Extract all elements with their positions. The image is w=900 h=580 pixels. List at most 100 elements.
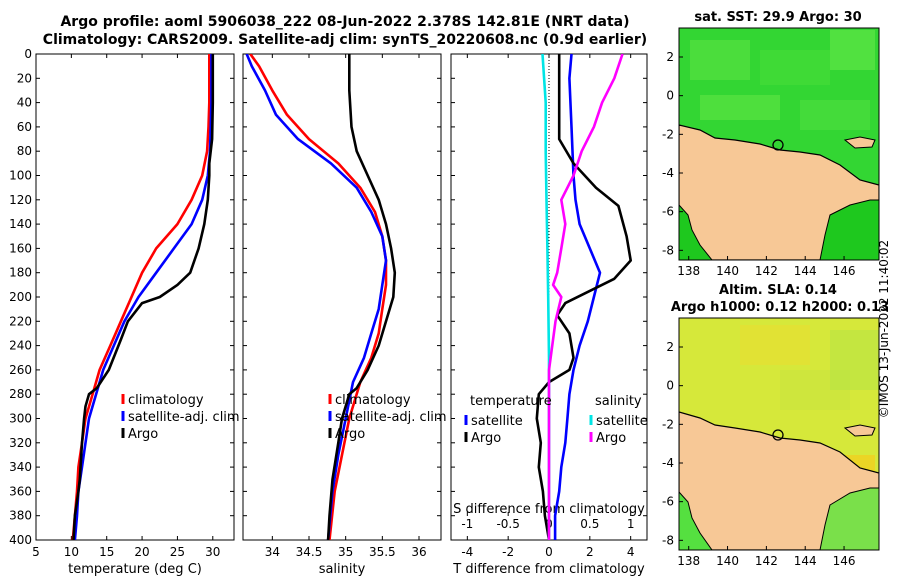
temp-xtick-label: 25 — [170, 545, 185, 559]
sal-legend-label: Argo — [335, 427, 365, 442]
sal-xtick-label: 34.5 — [296, 545, 323, 559]
sla-map — [679, 318, 879, 550]
depth-tick-label: 320 — [9, 436, 32, 450]
depth-tick-label: 40 — [17, 96, 32, 110]
map-xtick-label: 138 — [677, 554, 700, 568]
diff-legend-label: Argo — [471, 431, 501, 446]
salinity-diff-tick-label: 0.5 — [580, 517, 599, 531]
temp-xlabel: temperature (deg C) — [68, 562, 202, 577]
map-ytick-label: -4 — [662, 456, 674, 470]
map-xtick-label: 144 — [794, 264, 817, 278]
map-xtick-label: 146 — [833, 554, 856, 568]
map-xtick-label: 146 — [833, 264, 856, 278]
sal-series-line — [326, 54, 397, 540]
sal-xtick-label: 34 — [265, 545, 280, 559]
depth-tick-label: 260 — [9, 363, 32, 377]
sst-map — [679, 28, 879, 260]
depth-tick-label: 400 — [9, 533, 32, 547]
diff-xlabel: T difference from climatology — [452, 562, 645, 577]
sst-map-float-marker — [772, 139, 784, 151]
sst-map-southeast-land — [819, 199, 879, 260]
depth-tick-label: 100 — [9, 169, 32, 183]
temp-legend-label: Argo — [128, 427, 158, 442]
depth-tick-label: 300 — [9, 412, 32, 426]
sal-xtick-label: 35 — [338, 545, 353, 559]
salinity-diff-tick-label: -1 — [461, 517, 473, 531]
map-ytick-label: -2 — [662, 127, 674, 141]
map-ytick-label: -2 — [662, 417, 674, 431]
sla-map-title-1: Altim. SLA: 0.14 — [719, 283, 837, 298]
diff-series-line — [547, 54, 624, 540]
map-ytick-label: -6 — [662, 495, 674, 509]
title-line-2: Climatology: CARS2009. Satellite-adj cli… — [42, 32, 648, 48]
depth-tick-label: 120 — [9, 193, 32, 207]
sst-map-island — [843, 136, 876, 149]
depth-tick-label: 60 — [17, 120, 32, 134]
depth-tick-label: 380 — [9, 509, 32, 523]
sal-xlabel: salinity — [319, 562, 366, 577]
depth-tick-label: 160 — [9, 241, 32, 255]
temp-series-line — [72, 54, 215, 540]
diff-legend-label: Argo — [596, 431, 626, 446]
map-ytick-label: 2 — [666, 340, 674, 354]
temp-xtick-label: 10 — [64, 545, 79, 559]
temp-xtick-label: 5 — [32, 545, 40, 559]
depth-tick-label: 340 — [9, 460, 32, 474]
temp-axes-box — [35, 53, 235, 541]
sla-map-southwest-land — [679, 491, 713, 550]
depth-tick-label: 200 — [9, 290, 32, 304]
sal-legend-label: climatology — [335, 393, 411, 408]
sla-map-southeast-land — [819, 487, 879, 550]
map-xtick-label: 140 — [716, 264, 739, 278]
map-ytick-label: -6 — [662, 205, 674, 219]
salinity-diff-tick-label: 1 — [627, 517, 635, 531]
diff-xtick-label: 0 — [545, 545, 553, 559]
depth-tick-label: 140 — [9, 217, 32, 231]
sla-map-title-2: Argo h1000: 0.12 h2000: 0.13 — [670, 300, 890, 315]
salinity-diff-tick-label: -0.5 — [496, 517, 519, 531]
temp-legend-label: climatology — [128, 393, 204, 408]
map-xtick-label: 138 — [677, 264, 700, 278]
map-xtick-label: 140 — [716, 554, 739, 568]
diff-xtick-label: -4 — [461, 545, 473, 559]
map-ytick-label: -8 — [662, 243, 674, 257]
sst-map-southwest-land — [679, 204, 713, 260]
sal-series-line — [245, 54, 388, 540]
sst-map-title: sat. SST: 29.9 Argo: 30 — [694, 10, 862, 25]
temp-xtick-label: 20 — [134, 545, 149, 559]
depth-tick-label: 180 — [9, 266, 32, 280]
map-xtick-label: 142 — [755, 264, 778, 278]
map-ytick-label: 0 — [666, 89, 674, 103]
diff-xtick-label: 4 — [627, 545, 635, 559]
map-ytick-label: 2 — [666, 50, 674, 64]
sla-map-float-marker — [772, 429, 784, 441]
depth-tick-label: 20 — [17, 71, 32, 85]
depth-tick-label: 80 — [17, 144, 32, 158]
map-ytick-label: 0 — [666, 379, 674, 393]
sal-axes-box — [242, 53, 442, 541]
temp-xtick-label: 30 — [205, 545, 220, 559]
map-xtick-label: 142 — [755, 554, 778, 568]
map-ytick-label: -4 — [662, 166, 674, 180]
diff-xtick-label: -2 — [502, 545, 514, 559]
depth-tick-label: 360 — [9, 484, 32, 498]
sal-legend-label: satellite-adj. clim — [335, 410, 447, 425]
depth-tick-label: 280 — [9, 387, 32, 401]
depth-tick-label: 240 — [9, 339, 32, 353]
diff-legend-title-temperature: temperature — [470, 394, 552, 409]
sal-xtick-label: 36 — [411, 545, 426, 559]
map-xtick-label: 144 — [794, 554, 817, 568]
depth-tick-label: 0 — [24, 47, 32, 61]
depth-tick-label: 220 — [9, 314, 32, 328]
title-line-1: Argo profile: aoml 5906038_222 08-Jun-20… — [60, 14, 630, 30]
diff-xtick-label: 2 — [586, 545, 594, 559]
diff-legend-label: satellite — [471, 414, 523, 429]
sla-map-island — [843, 424, 876, 437]
map-ytick-label: -8 — [662, 533, 674, 547]
sal-xtick-label: 35.5 — [369, 545, 396, 559]
temp-legend-label: satellite-adj. clim — [128, 410, 240, 425]
temp-xtick-label: 15 — [99, 545, 114, 559]
temp-series-line — [71, 54, 211, 540]
diff-legend-label: satellite — [596, 414, 648, 429]
